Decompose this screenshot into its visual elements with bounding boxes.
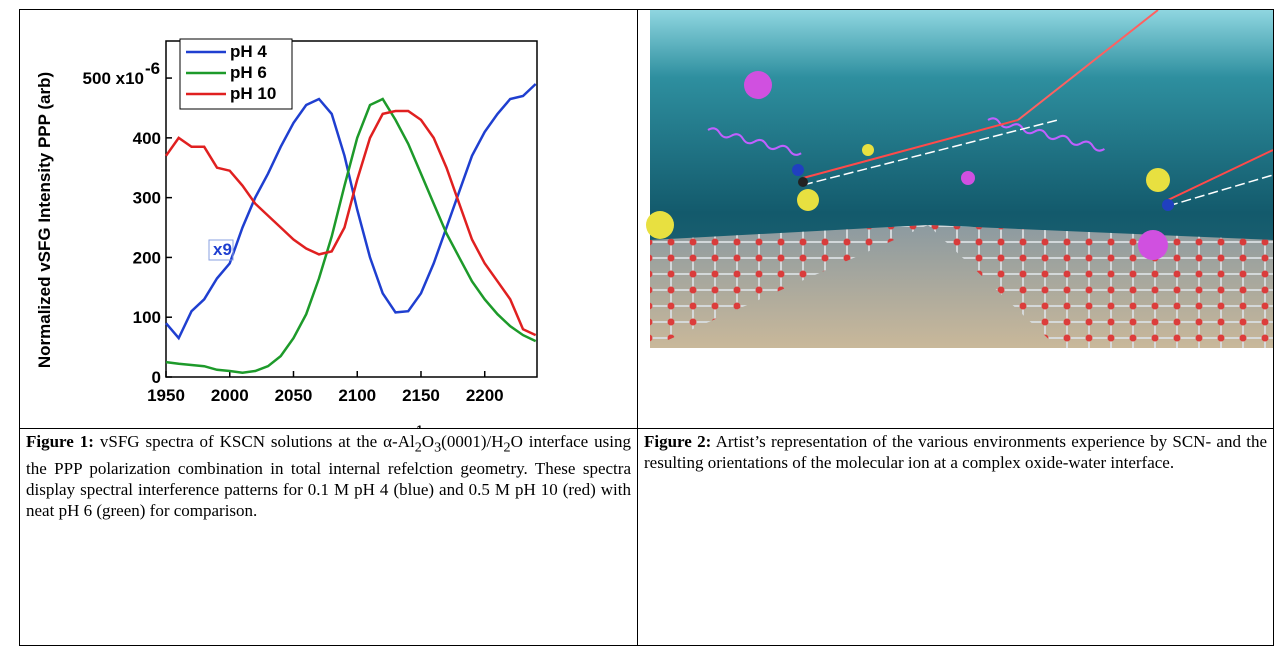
artwork [638, 10, 1273, 428]
x-tick-label: 2200 [466, 386, 504, 405]
caption-label: Figure 1: [26, 432, 94, 451]
y-tick-label: 200 [133, 248, 161, 267]
caption-label: Figure 2: [644, 432, 711, 451]
x-tick-label: 2150 [402, 386, 440, 405]
x-tick-label: 2050 [275, 386, 313, 405]
series-line [166, 84, 536, 338]
page: 1950 2000 2050 2100 2150 2200 0 100 200 300 400 500… [0, 0, 1276, 646]
x-tick-label: 2000 [211, 386, 249, 405]
series-line [166, 111, 536, 335]
x-tick-label: 1950 [147, 386, 185, 405]
y-axis-title: Normalized vSFG Intensity PPP (arb) [35, 72, 54, 368]
chart-cell: 1950 2000 2050 2100 2150 2200 0 100 200 300 400 500… [19, 9, 638, 429]
annotation: x9 [213, 240, 232, 259]
y-exponent: -6 [145, 59, 160, 78]
legend-label: pH 10 [230, 84, 276, 103]
y-tick-label: 400 [133, 129, 161, 148]
caption-subscript: 2 [503, 439, 510, 455]
caption-cell: Figure 1: vSFG spectra of KSCN solutions… [19, 428, 638, 646]
caption-text: (0001)/H [441, 432, 503, 451]
y-tick-label: 300 [133, 189, 161, 208]
y-tick-label: 0 [152, 368, 161, 387]
y-tick-label: 100 [133, 308, 161, 327]
y-tick-label: 500 x10 [83, 69, 144, 88]
caption-subscript: 2 [415, 439, 422, 455]
caption-cell: Figure 2: Artist’s representation of the… [637, 428, 1274, 646]
legend-label: pH 4 [230, 42, 267, 61]
chart: 1950 2000 2050 2100 2150 2200 0 100 200 300 400 500… [20, 10, 637, 428]
x-tick-label: 2100 [338, 386, 376, 405]
image-cell [637, 9, 1274, 429]
legend-label: pH 6 [230, 63, 267, 82]
caption-text: vSFG spectra of KSCN solutions at the α-… [100, 432, 415, 451]
caption-text: Artist’s representation of the various e… [644, 432, 1267, 472]
caption-text: O [422, 432, 434, 451]
